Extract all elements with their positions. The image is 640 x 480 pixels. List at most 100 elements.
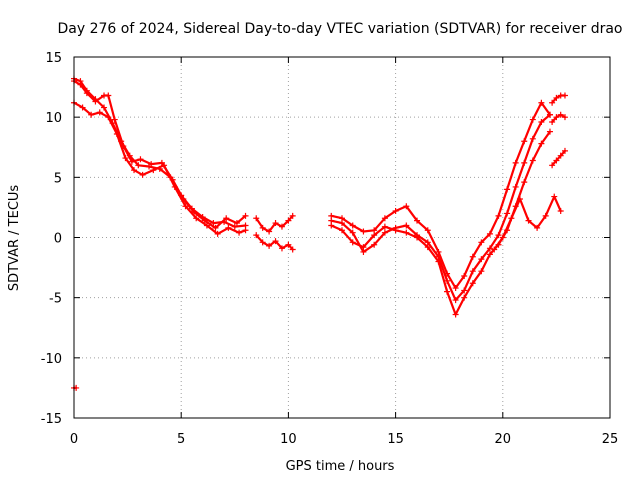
data-point-marker (180, 195, 187, 202)
data-point-marker (105, 92, 112, 99)
data-point-marker (508, 215, 515, 222)
data-point-marker (225, 224, 232, 231)
x-tick-label: 5 (177, 432, 185, 447)
data-point-marker (122, 155, 129, 162)
data-point-marker (339, 227, 345, 234)
data-point-marker (158, 159, 165, 166)
data-point-marker (403, 229, 410, 236)
data-point-marker (529, 116, 536, 123)
data-point-marker (371, 232, 378, 239)
data-point-marker (285, 217, 292, 224)
data-point-marker (131, 167, 138, 174)
data-point-marker (212, 224, 219, 231)
data-point-marker (461, 273, 468, 280)
data-point-marker (233, 220, 240, 227)
data-point-marker (521, 159, 528, 166)
data-point-marker (150, 167, 157, 174)
series-line (330, 130, 552, 316)
data-point-marker (381, 223, 388, 230)
data-point-marker (392, 208, 399, 215)
data-point-marker (148, 161, 155, 168)
data-point-marker (128, 158, 135, 165)
series-track-9 (549, 92, 568, 106)
data-point-marker (371, 241, 378, 248)
data-point-marker (424, 227, 431, 234)
series-track-7 (328, 128, 553, 318)
data-point-marker (403, 222, 410, 229)
data-point-marker (452, 285, 459, 292)
data-point-marker (349, 239, 356, 246)
data-point-marker (469, 253, 476, 260)
data-point-marker (529, 157, 536, 164)
data-point-marker (339, 220, 345, 227)
series-line (551, 113, 567, 124)
data-point-marker (231, 223, 238, 230)
data-point-marker (120, 143, 127, 150)
data-point-marker (105, 114, 112, 121)
x-tick-label: 0 (70, 432, 78, 447)
data-point-marker (538, 118, 545, 125)
x-tick-label: 25 (602, 432, 619, 447)
data-point-marker (278, 223, 285, 230)
data-point-marker (210, 220, 217, 227)
data-point-marker (193, 215, 200, 222)
y-tick-label: -10 (41, 352, 62, 367)
data-point-marker (521, 179, 528, 186)
data-point-marker (289, 246, 296, 253)
y-tick-label: 5 (54, 171, 62, 186)
x-tick-label: 10 (280, 432, 297, 447)
data-point-marker (135, 162, 142, 169)
chart-title: Day 276 of 2024, Sidereal Day-to-day VTE… (57, 21, 622, 37)
data-point-marker (83, 90, 90, 97)
data-point-marker (461, 287, 468, 294)
data-point-marker (538, 99, 545, 106)
series-line (72, 80, 247, 229)
data-point-marker (469, 280, 476, 287)
data-point-marker (504, 210, 511, 217)
data-point-marker (203, 222, 210, 229)
data-point-marker (561, 92, 568, 99)
data-point-marker (538, 140, 545, 147)
y-tick-label: -15 (41, 412, 62, 427)
y-tick-label: 10 (45, 111, 62, 126)
series-track-8 (328, 111, 553, 304)
y-tick-label: 0 (54, 232, 62, 247)
data-point-marker (549, 118, 556, 125)
data-point-marker (242, 227, 249, 234)
data-point-marker (381, 215, 388, 222)
series-track-4 (253, 212, 296, 235)
ticks (73, 56, 611, 419)
data-point-marker (546, 128, 553, 135)
data-point-marker (534, 224, 541, 231)
data-point-marker (139, 171, 146, 178)
data-point-marker (486, 230, 493, 237)
data-point-marker (495, 212, 502, 219)
data-point-marker (272, 220, 279, 227)
series-group (71, 75, 568, 391)
data-point-marker (546, 111, 553, 118)
data-point-marker (79, 104, 86, 111)
data-point-marker (182, 203, 189, 210)
data-point-marker (272, 238, 279, 245)
data-point-marker (444, 288, 451, 295)
grid (74, 57, 610, 418)
series-line (551, 149, 567, 167)
data-point-marker (561, 147, 568, 154)
data-point-marker (521, 138, 528, 145)
data-point-marker (469, 268, 476, 275)
data-point-marker (452, 311, 459, 318)
data-point-marker (96, 109, 103, 116)
data-point-marker (236, 229, 243, 236)
data-point-marker (495, 232, 502, 239)
data-point-marker (491, 246, 498, 253)
data-point-marker (266, 242, 273, 249)
series-line (330, 113, 552, 302)
data-point-marker (101, 104, 108, 111)
x-tick-label: 15 (387, 432, 404, 447)
data-point-marker (92, 98, 99, 105)
data-point-marker (414, 232, 421, 239)
data-point-marker (392, 224, 399, 231)
data-point-marker (191, 209, 198, 216)
data-point-marker (214, 230, 221, 237)
